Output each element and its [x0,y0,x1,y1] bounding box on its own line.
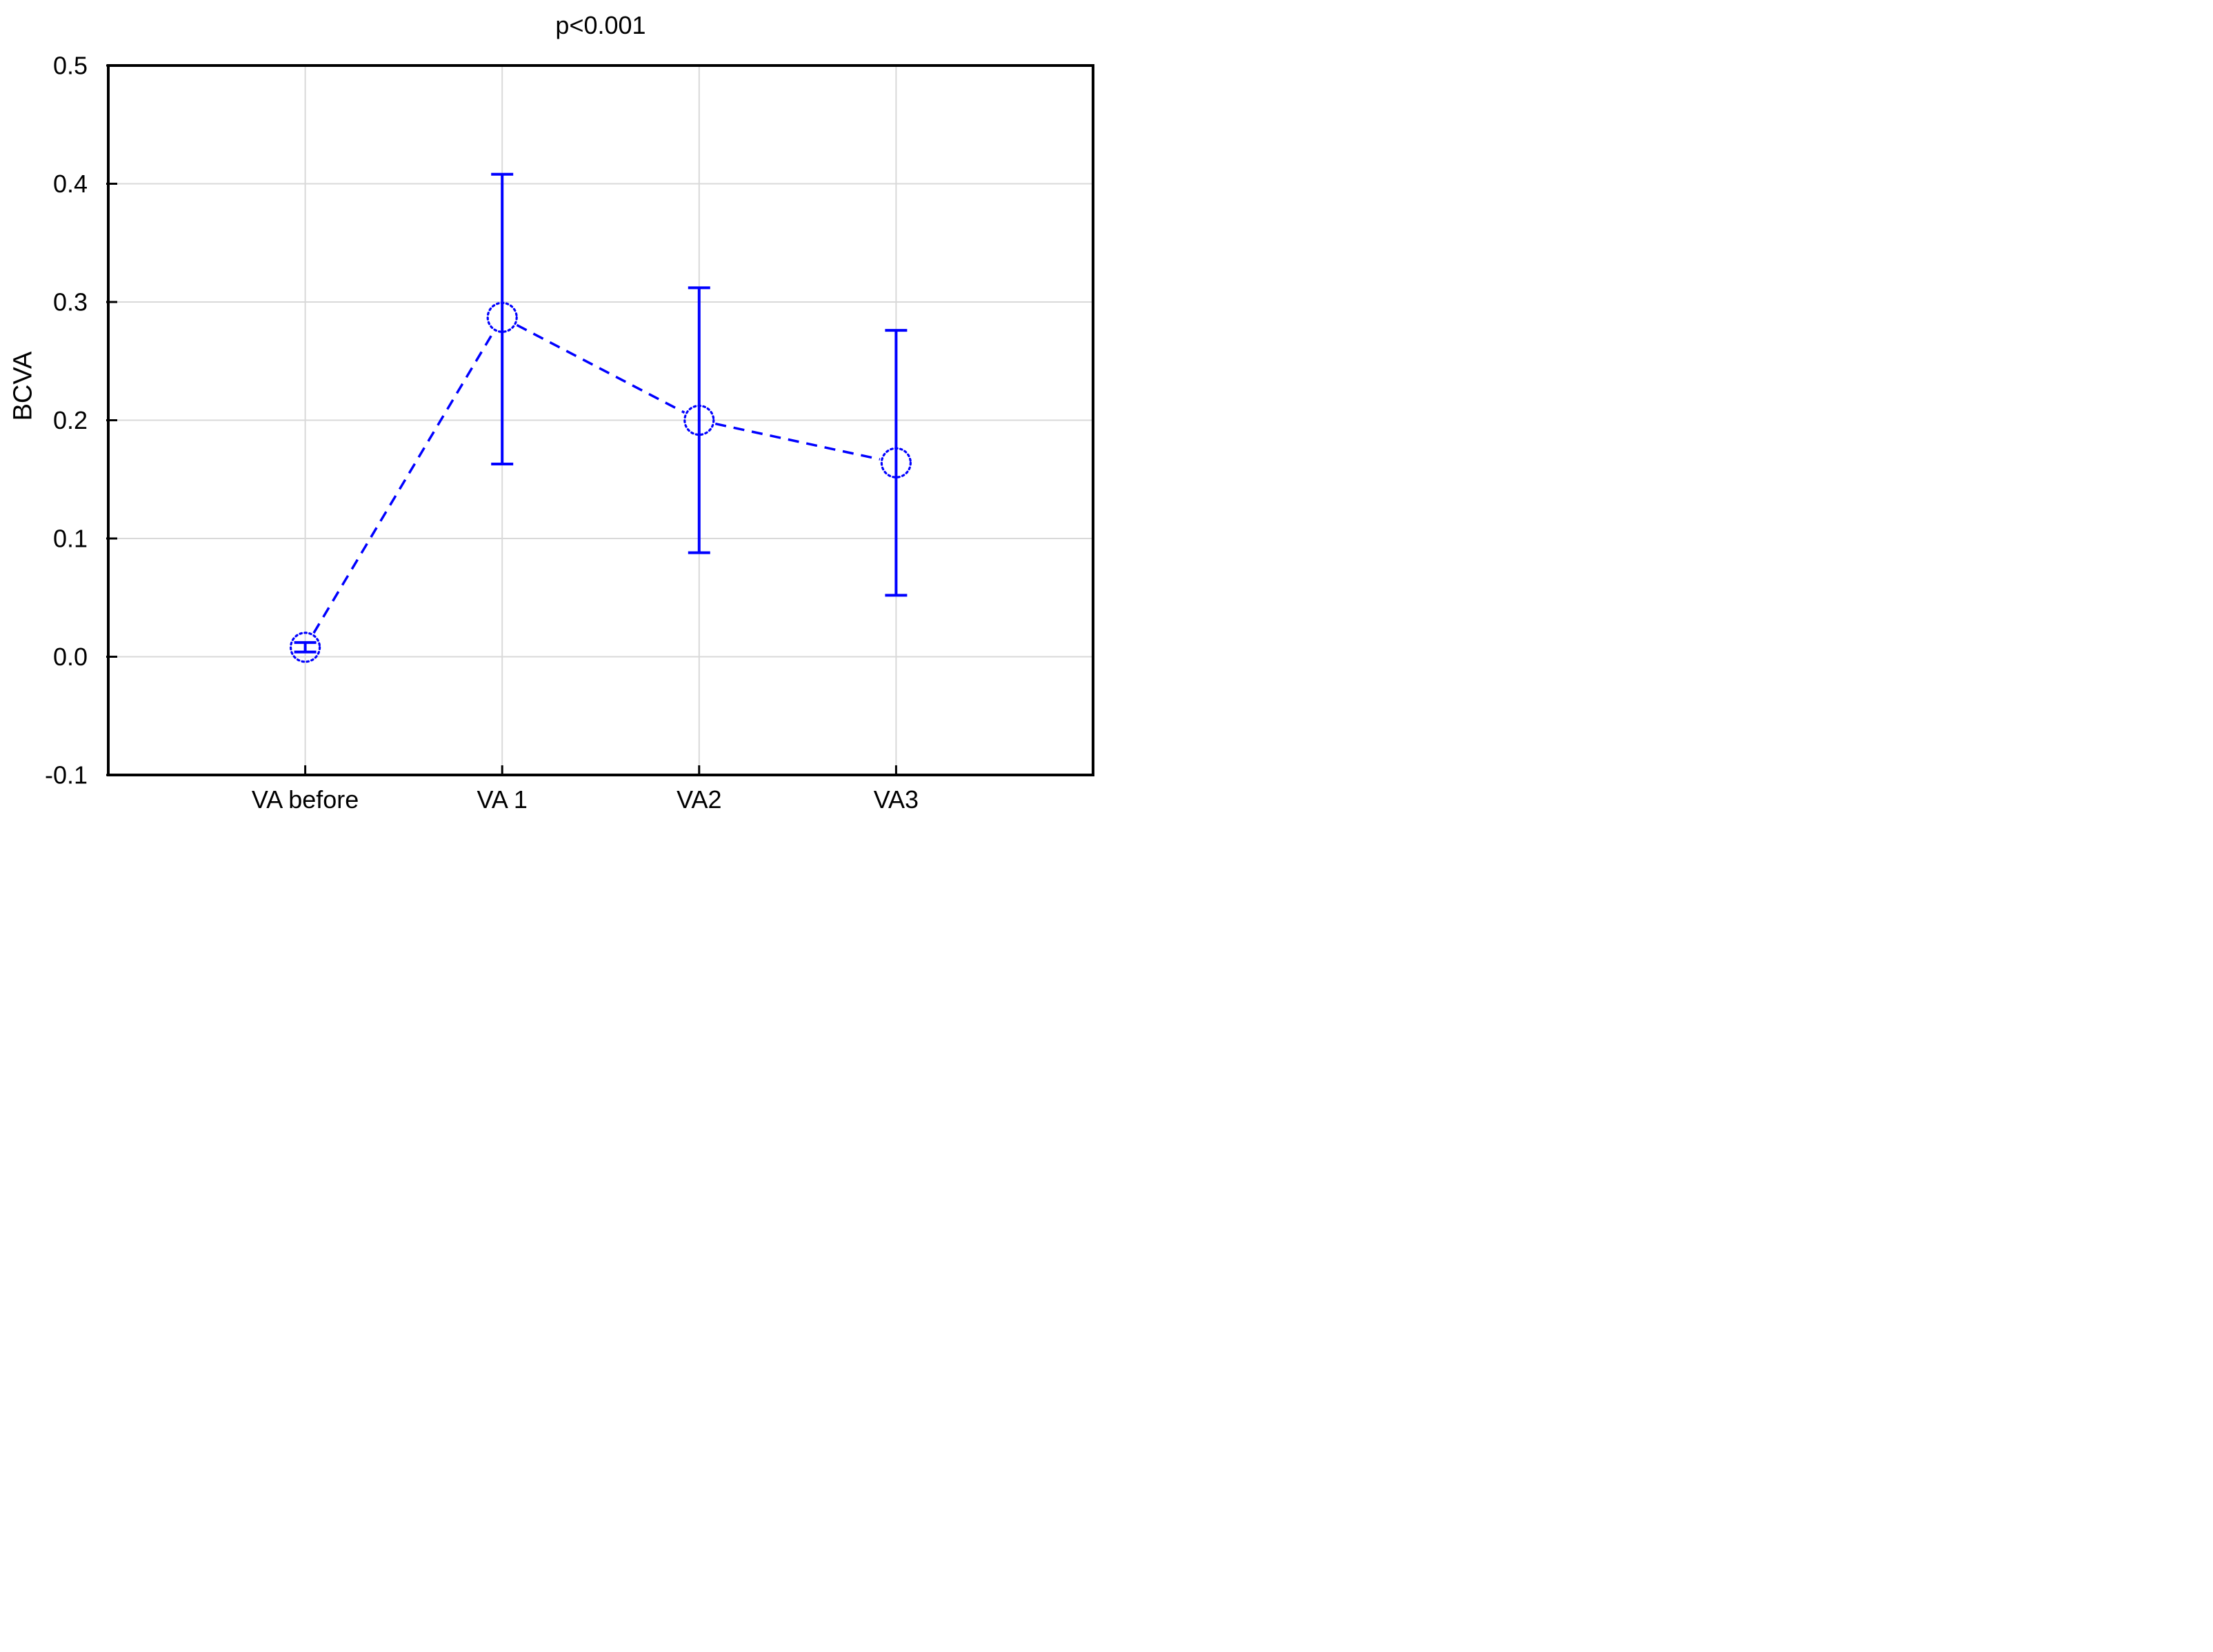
x-tick-label: VA before [252,785,359,814]
y-tick-label: 0.3 [53,288,88,316]
series-line-segment [312,331,495,634]
y-tick-label: 0.0 [53,643,88,671]
x-tick-label: VA2 [677,785,721,814]
series-line-segment [714,422,881,461]
y-tick-label: 0.4 [53,170,88,198]
data-point-marker [290,632,321,663]
y-tick-label: 0.5 [53,52,88,80]
data-point-marker [683,404,715,436]
y-tick-label: -0.1 [45,761,88,789]
x-tick-label: VA3 [874,785,919,814]
series-line-segment [516,323,685,414]
x-tick-label: VA 1 [477,785,528,814]
data-point-marker [880,447,912,479]
y-tick-label: 0.1 [53,525,88,553]
chart-title: p<0.001 [555,11,646,39]
bcva-figure: p<0.001 BCVA 0.5 0.4 0.3 0.2 0.1 0.0 -0.1 VA be… [0,0,1106,826]
y-tick-label: 0.2 [53,406,88,434]
data-point-marker [486,301,518,333]
chart-canvas: 0.5 0.4 0.3 0.2 0.1 0.0 -0.1 VA before VA 1 VA2 VA… [45,52,1094,814]
